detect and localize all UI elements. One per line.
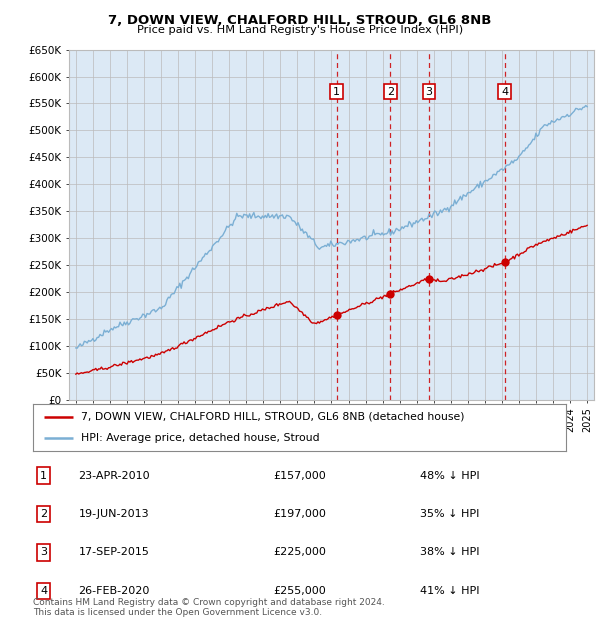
Text: £255,000: £255,000 — [274, 586, 326, 596]
Text: 38% ↓ HPI: 38% ↓ HPI — [420, 547, 480, 557]
Text: 23-APR-2010: 23-APR-2010 — [78, 471, 150, 480]
Text: 26-FEB-2020: 26-FEB-2020 — [79, 586, 149, 596]
Text: £225,000: £225,000 — [274, 547, 326, 557]
Text: 4: 4 — [501, 87, 508, 97]
Text: 2: 2 — [387, 87, 394, 97]
Text: 3: 3 — [40, 547, 47, 557]
Text: 2: 2 — [40, 509, 47, 519]
Text: Price paid vs. HM Land Registry's House Price Index (HPI): Price paid vs. HM Land Registry's House … — [137, 25, 463, 35]
Text: This data is licensed under the Open Government Licence v3.0.: This data is licensed under the Open Gov… — [33, 608, 322, 617]
Text: HPI: Average price, detached house, Stroud: HPI: Average price, detached house, Stro… — [81, 433, 320, 443]
Text: 17-SEP-2015: 17-SEP-2015 — [79, 547, 149, 557]
Text: 35% ↓ HPI: 35% ↓ HPI — [421, 509, 479, 519]
Text: Contains HM Land Registry data © Crown copyright and database right 2024.: Contains HM Land Registry data © Crown c… — [33, 598, 385, 607]
Text: £197,000: £197,000 — [274, 509, 326, 519]
Text: 41% ↓ HPI: 41% ↓ HPI — [420, 586, 480, 596]
Text: 4: 4 — [40, 586, 47, 596]
Text: £157,000: £157,000 — [274, 471, 326, 480]
Text: 1: 1 — [40, 471, 47, 480]
Text: 19-JUN-2013: 19-JUN-2013 — [79, 509, 149, 519]
Text: 3: 3 — [425, 87, 433, 97]
Text: 7, DOWN VIEW, CHALFORD HILL, STROUD, GL6 8NB: 7, DOWN VIEW, CHALFORD HILL, STROUD, GL6… — [109, 14, 491, 27]
Text: 1: 1 — [333, 87, 340, 97]
Text: 7, DOWN VIEW, CHALFORD HILL, STROUD, GL6 8NB (detached house): 7, DOWN VIEW, CHALFORD HILL, STROUD, GL6… — [81, 412, 464, 422]
Text: 48% ↓ HPI: 48% ↓ HPI — [420, 471, 480, 480]
